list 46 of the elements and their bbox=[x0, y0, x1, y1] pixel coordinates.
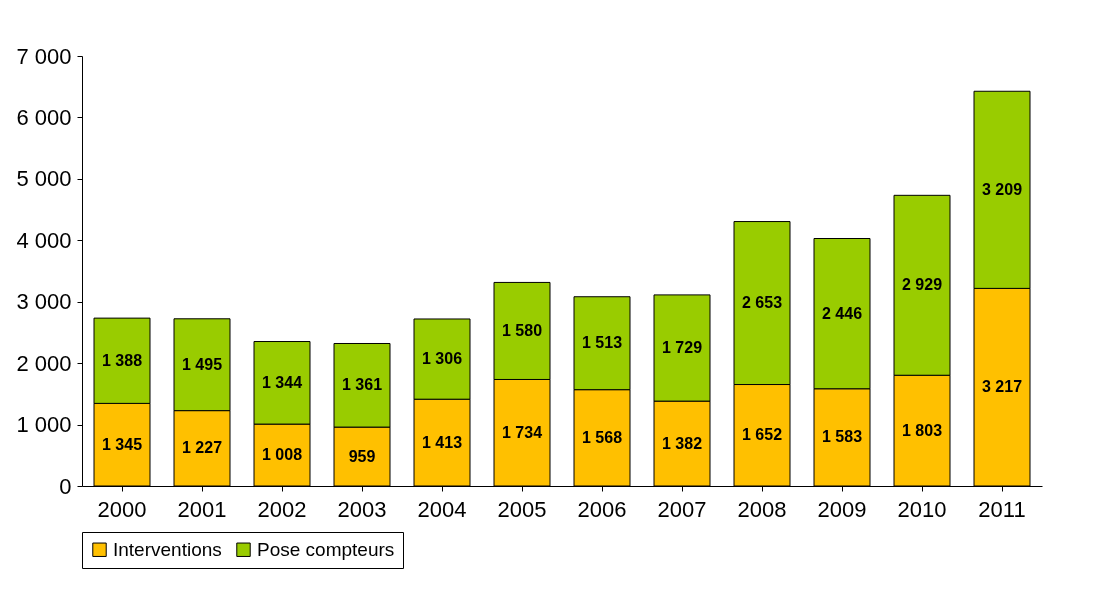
data-label: 1 652 bbox=[741, 426, 783, 444]
x-tick-label: 2003 bbox=[337, 496, 387, 522]
data-label: 1 495 bbox=[181, 355, 223, 373]
y-tick-label: 2 000 bbox=[16, 350, 72, 376]
data-label: 2 446 bbox=[821, 304, 863, 322]
x-tick-label: 2002 bbox=[257, 496, 307, 522]
data-label: 1 382 bbox=[661, 434, 703, 452]
data-label: 3 209 bbox=[981, 180, 1023, 198]
x-tick-label: 2001 bbox=[177, 496, 227, 522]
data-label: 959 bbox=[348, 447, 376, 465]
data-label: 2 653 bbox=[741, 294, 783, 312]
data-label: 1 580 bbox=[501, 321, 543, 339]
data-label: 1 568 bbox=[581, 428, 623, 446]
data-label: 1 344 bbox=[261, 373, 303, 391]
y-tick-label: 0 bbox=[59, 473, 72, 499]
data-label: 1 803 bbox=[901, 421, 943, 439]
data-label: 1 413 bbox=[421, 433, 463, 451]
y-tick-label: 6 000 bbox=[16, 104, 72, 130]
data-label: 2 929 bbox=[901, 276, 943, 294]
data-label: 1 345 bbox=[101, 435, 143, 453]
x-tick-label: 2007 bbox=[657, 496, 707, 522]
x-tick-label: 2011 bbox=[978, 496, 1026, 522]
x-tick-label: 2004 bbox=[417, 496, 467, 522]
y-tick-label: 1 000 bbox=[16, 412, 72, 438]
data-label: 1 729 bbox=[661, 339, 703, 356]
legend-label: Interventions bbox=[113, 538, 222, 560]
y-tick-label: 3 000 bbox=[16, 289, 72, 315]
data-label: 1 734 bbox=[501, 423, 543, 441]
y-tick-label: 4 000 bbox=[16, 227, 72, 253]
x-tick-label: 2008 bbox=[737, 496, 787, 522]
x-tick-label: 2006 bbox=[577, 496, 627, 522]
data-label: 1 583 bbox=[821, 428, 863, 446]
data-label: 3 217 bbox=[981, 378, 1023, 396]
data-label: 1 388 bbox=[101, 351, 143, 369]
data-label: 1 513 bbox=[581, 334, 623, 352]
legend-label: Pose compteurs bbox=[257, 538, 395, 560]
data-label: 1 008 bbox=[261, 446, 303, 464]
data-label: 1 306 bbox=[421, 350, 463, 368]
x-tick-label: 2000 bbox=[97, 496, 147, 522]
x-tick-label: 2005 bbox=[497, 496, 547, 522]
x-tick-label: 2010 bbox=[897, 496, 947, 522]
y-tick-label: 7 000 bbox=[16, 43, 72, 69]
data-label: 1 227 bbox=[181, 439, 223, 457]
y-tick-label: 5 000 bbox=[16, 166, 72, 192]
x-tick-label: 2009 bbox=[817, 496, 867, 522]
data-label: 1 361 bbox=[341, 376, 383, 394]
